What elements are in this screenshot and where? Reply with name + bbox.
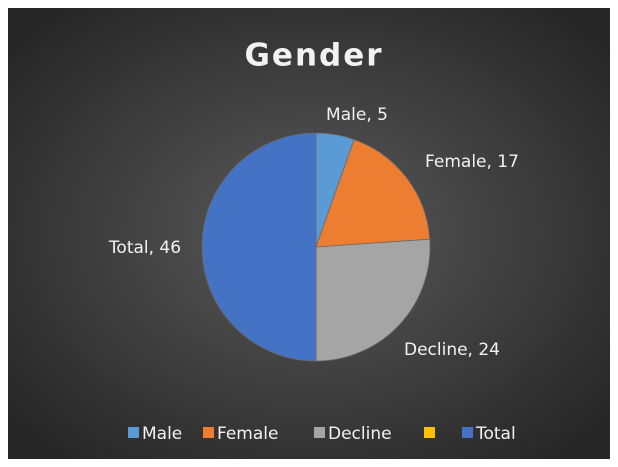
data-label: Male, 5 [326, 105, 388, 125]
data-label: Decline, 24 [404, 340, 500, 360]
legend-swatch [203, 427, 214, 438]
pie-slice [315, 238, 431, 362]
legend-label: Female [217, 424, 278, 444]
legend-label: Total [475, 424, 516, 444]
legend-swatch [128, 427, 139, 438]
pie-slice [201, 132, 317, 362]
legend-swatch [462, 427, 473, 438]
data-label: Total, 46 [108, 238, 181, 258]
legend-label: Decline [328, 424, 392, 444]
legend-label: Male [142, 424, 182, 444]
legend-swatch [314, 427, 325, 438]
legend-swatch [424, 427, 435, 438]
pie-slice [315, 139, 431, 248]
data-label: Female, 17 [425, 152, 519, 172]
chart-title: Gender [244, 38, 383, 74]
